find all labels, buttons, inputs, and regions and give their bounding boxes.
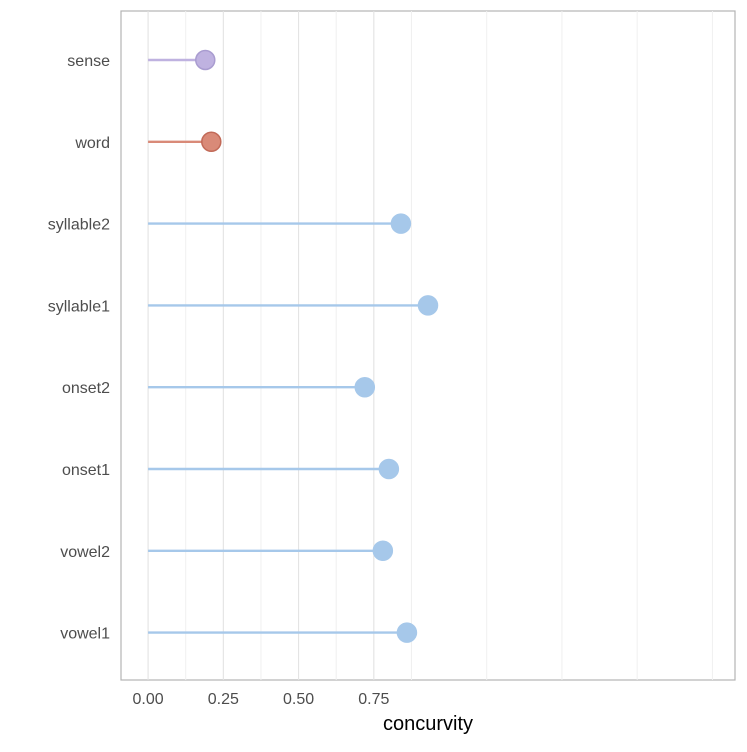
- y-tick-label: syllable2: [48, 217, 110, 234]
- y-tick-label: word: [74, 135, 110, 152]
- y-tick-label: syllable1: [48, 298, 110, 315]
- lollipop-point: [354, 376, 376, 398]
- y-tick-label: vowel2: [60, 544, 110, 561]
- x-tick-label: 0.00: [133, 691, 164, 708]
- lollipop-point: [201, 131, 222, 153]
- x-tick-labels: 0.00 0.25 0.50 0.75: [133, 691, 390, 708]
- plot-background: [120, 10, 736, 681]
- grid-lines: [147, 11, 713, 680]
- y-tick-label: sense: [67, 53, 110, 70]
- lollipop-points: [195, 49, 439, 643]
- x-axis-title: concurvity: [383, 713, 473, 735]
- lollipop-point: [195, 49, 216, 71]
- lollipop-point: [390, 213, 412, 234]
- x-tick-label: 0.25: [208, 691, 239, 708]
- y-tick-label: onset1: [62, 462, 110, 479]
- y-tick-label: vowel1: [60, 626, 110, 643]
- y-tick-labels: sense word syllable2 syllable1 onset2 onset1 v…: [48, 53, 110, 643]
- x-tick-label: 0.75: [358, 691, 389, 708]
- y-tick-label: onset2: [62, 380, 110, 397]
- x-tick-label: 0.50: [283, 691, 314, 708]
- lollipop-point: [372, 540, 394, 562]
- lollipop-point: [396, 622, 418, 643]
- lollipop-point: [417, 295, 439, 316]
- lollipop-point: [378, 458, 400, 480]
